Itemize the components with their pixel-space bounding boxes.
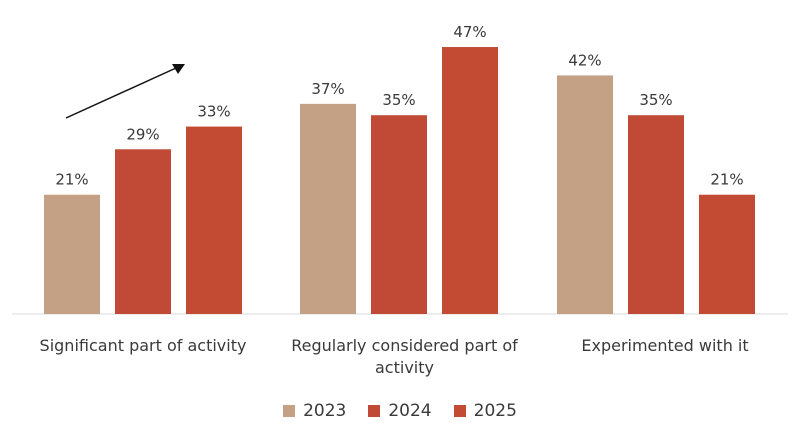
bar-2024-cat1 xyxy=(371,115,427,314)
category-label-significant-part: Significant part of activity xyxy=(39,336,247,355)
data-label-2024-cat1: 35% xyxy=(382,91,415,109)
legend: 2023 2024 2025 xyxy=(0,401,800,421)
data-label-2023-cat1: 37% xyxy=(311,80,344,98)
bar-2023-cat1 xyxy=(300,103,356,314)
legend-label-2024: 2024 xyxy=(388,401,432,421)
data-label-2025-cat1: 47% xyxy=(453,23,486,41)
bar-2025-cat1 xyxy=(442,47,498,314)
data-label-2024-cat0: 29% xyxy=(126,125,159,143)
legend-swatch-2023 xyxy=(283,405,296,417)
data-labels-group: 21% 29% 33% 37% 35% 47% 42% 35% 21% xyxy=(55,23,743,189)
data-label-2024-cat2: 35% xyxy=(639,91,672,109)
bar-2024-cat2 xyxy=(628,115,684,314)
data-label-2025-cat0: 33% xyxy=(197,103,230,121)
data-label-2025-cat2: 21% xyxy=(710,171,743,189)
category-label-experimented: Experimented with it xyxy=(581,336,749,355)
legend-label-2023: 2023 xyxy=(303,401,347,421)
legend-label-2025: 2025 xyxy=(473,401,517,421)
trend-arrow-icon xyxy=(65,64,185,119)
legend-item-2025: 2025 xyxy=(453,401,517,421)
bar-2024-cat0 xyxy=(115,149,171,314)
bar-2023-cat2 xyxy=(557,75,613,314)
bars-group xyxy=(44,47,755,314)
legend-swatch-2024 xyxy=(368,405,381,417)
bar-2023-cat0 xyxy=(44,194,100,314)
bar-2025-cat2 xyxy=(699,194,755,314)
data-label-2023-cat0: 21% xyxy=(55,171,88,189)
data-label-2023-cat2: 42% xyxy=(568,51,601,69)
legend-swatch-2025 xyxy=(453,405,466,417)
legend-item-2023: 2023 xyxy=(283,401,346,421)
bar-2025-cat0 xyxy=(186,126,242,314)
legend-item-2024: 2024 xyxy=(368,401,432,421)
category-label-regularly-considered: Regularly considered part of activity xyxy=(291,336,518,377)
